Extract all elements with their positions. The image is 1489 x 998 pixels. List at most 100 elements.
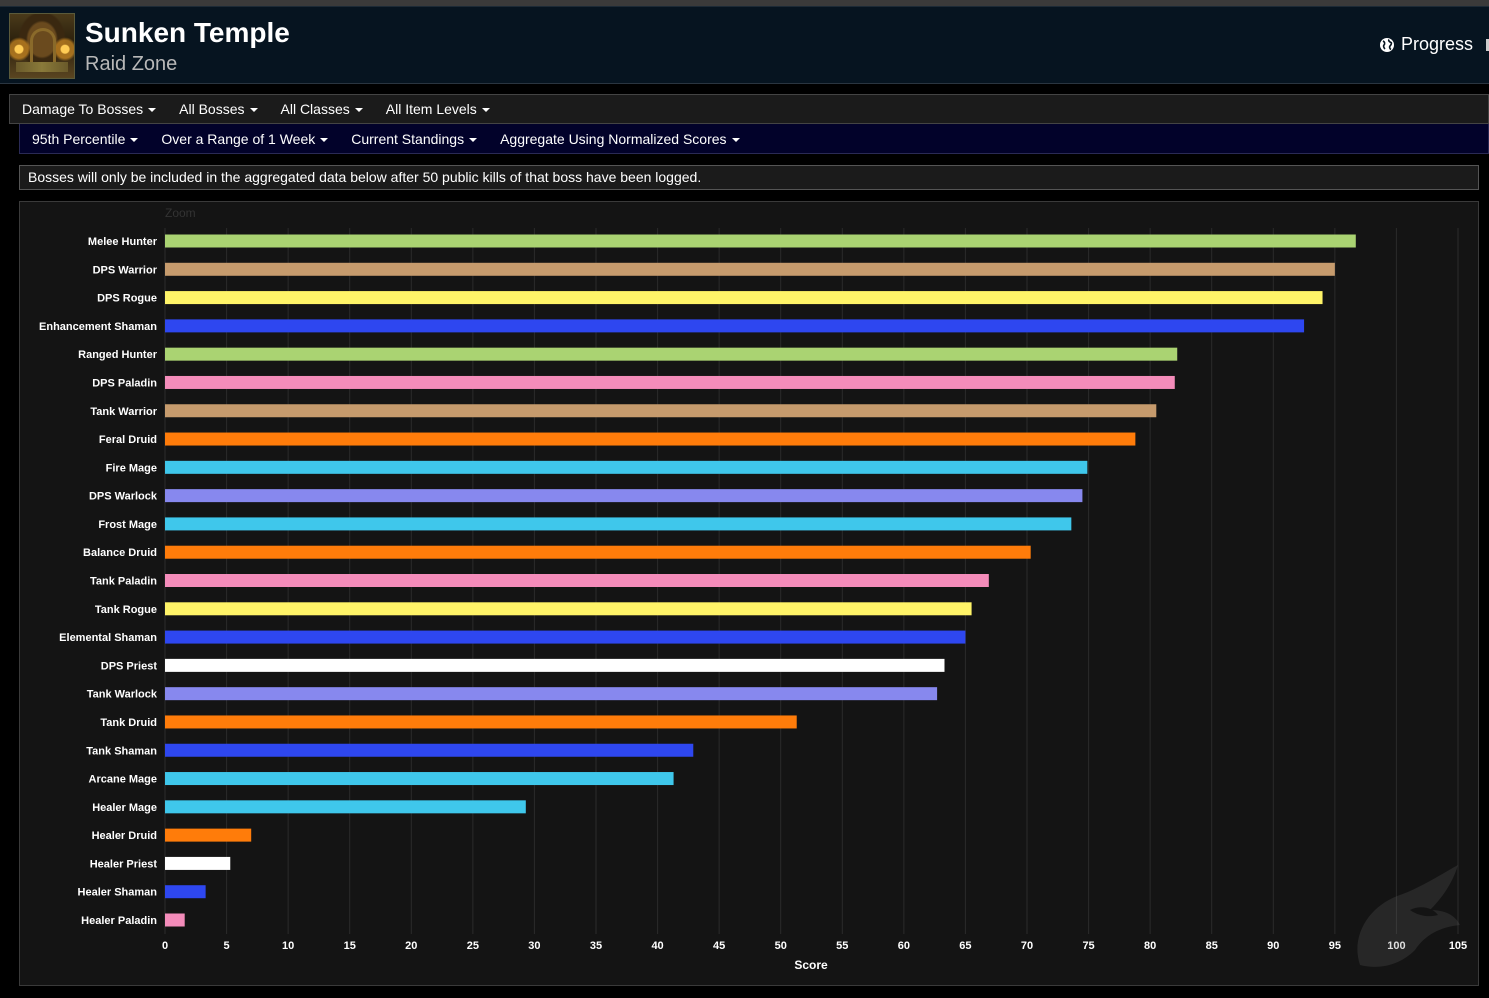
bar-enhancement-shaman[interactable] [165, 319, 1305, 333]
boss-dropdown[interactable]: All Bosses [171, 101, 265, 117]
top-strip [0, 0, 1489, 6]
zone-header: Sunken Temple Raid Zone Progress [0, 6, 1489, 84]
percentile-dropdown[interactable]: 95th Percentile [24, 131, 146, 147]
x-tick-label: 90 [1267, 940, 1279, 952]
item-level-dropdown[interactable]: All Item Levels [378, 101, 498, 117]
caret-down-icon [354, 108, 363, 112]
bar-ranged-hunter[interactable] [165, 347, 1178, 361]
bar-tank-paladin[interactable] [165, 574, 989, 587]
bar-elemental-shaman[interactable] [165, 630, 966, 644]
bar-healer-priest[interactable] [165, 856, 231, 870]
category-label: Arcane Mage [89, 774, 157, 786]
zone-image [9, 13, 75, 79]
aggregate-dropdown[interactable]: Aggregate Using Normalized Scores [492, 131, 747, 147]
x-tick-labels: 0 5 10 15 20 25 30 35 40 45 50 55 60 65 70 75 80 85 90 95 10… [162, 940, 1467, 952]
x-tick-label: 30 [528, 940, 540, 952]
x-tick-label: 80 [1144, 940, 1156, 952]
watermark-logo-icon [1357, 865, 1460, 967]
x-tick-label: 0 [162, 940, 168, 952]
category-label: Healer Paladin [81, 915, 157, 927]
bar-dps-warlock[interactable] [165, 489, 1083, 503]
category-label: Enhancement Shaman [39, 321, 157, 333]
x-tick-label: 55 [836, 940, 848, 952]
bar-dps-warrior[interactable] [165, 262, 1335, 276]
x-tick-label: 20 [405, 940, 417, 952]
bar-tank-shaman[interactable] [165, 743, 694, 757]
category-label: DPS Paladin [92, 377, 157, 389]
bar-frost-mage[interactable] [165, 517, 1072, 531]
category-label: Healer Mage [92, 802, 157, 814]
bar-dps-priest[interactable] [165, 658, 945, 672]
bar-healer-druid[interactable] [165, 828, 252, 842]
x-tick-label: 10 [282, 940, 294, 952]
bar-melee-hunter[interactable] [165, 234, 1356, 248]
bar-dps-paladin[interactable] [165, 375, 1175, 389]
category-label: Elemental Shaman [59, 632, 157, 644]
x-tick-label: 70 [1021, 940, 1033, 952]
bars [165, 234, 1356, 927]
category-label: Tank Rogue [95, 604, 157, 616]
category-label: Ranged Hunter [78, 349, 158, 361]
category-label: Healer Shaman [78, 887, 158, 899]
x-tick-label: 75 [1082, 940, 1094, 952]
progress-label: Progress [1400, 34, 1473, 54]
zone-title: Sunken Temple [85, 17, 290, 48]
bar-feral-druid[interactable] [165, 432, 1136, 446]
score-bar-chart[interactable]: Zoom Melee Hunter DPS Warrior DPS Rogue Enh… [20, 202, 1478, 985]
category-label: Balance Druid [83, 547, 157, 559]
category-label: Tank Shaman [86, 745, 157, 757]
edge-mark [1486, 39, 1489, 51]
metric-dropdown[interactable]: Damage To Bosses [14, 101, 164, 117]
x-tick-label: 40 [651, 940, 663, 952]
category-label: Feral Druid [99, 434, 157, 446]
caret-down-icon [731, 137, 740, 142]
bar-tank-druid[interactable] [165, 715, 797, 729]
class-dropdown[interactable]: All Classes [273, 101, 371, 117]
zoom-label[interactable]: Zoom [165, 206, 196, 220]
category-label: DPS Priest [101, 660, 158, 672]
zone-subtitle: Raid Zone [85, 53, 178, 75]
x-tick-label: 25 [467, 940, 479, 952]
category-label: Fire Mage [106, 462, 157, 474]
category-label: Healer Priest [90, 858, 158, 870]
x-tick-label: 105 [1449, 940, 1467, 952]
category-label: Tank Warrior [90, 406, 157, 418]
bar-arcane-mage[interactable] [165, 772, 674, 786]
progress-link[interactable]: Progress [1379, 34, 1473, 55]
standings-dropdown[interactable]: Current Standings [343, 131, 485, 147]
x-tick-label: 85 [1206, 940, 1218, 952]
globe-icon [1379, 37, 1394, 52]
caret-down-icon [148, 108, 157, 112]
bar-dps-rogue[interactable] [165, 291, 1323, 305]
category-label: Healer Druid [92, 830, 157, 842]
x-tick-label: 100 [1387, 940, 1405, 952]
bar-tank-warrior[interactable] [165, 404, 1157, 418]
category-label: DPS Warlock [89, 491, 158, 503]
x-tick-label: 95 [1329, 940, 1341, 952]
bar-healer-shaman[interactable] [165, 885, 206, 899]
x-tick-label: 15 [344, 940, 356, 952]
caret-down-icon [469, 137, 478, 142]
bar-healer-mage[interactable] [165, 800, 526, 814]
time-range-dropdown[interactable]: Over a Range of 1 Week [153, 131, 336, 147]
x-tick-label: 50 [775, 940, 787, 952]
bar-fire-mage[interactable] [165, 460, 1088, 474]
category-label: Melee Hunter [88, 236, 158, 248]
category-label: DPS Rogue [97, 293, 157, 305]
x-tick-label: 5 [224, 940, 230, 952]
x-tick-label: 35 [590, 940, 602, 952]
caret-down-icon [130, 137, 139, 142]
bar-balance-druid[interactable] [165, 545, 1031, 559]
caret-down-icon [249, 108, 258, 112]
category-label: Tank Paladin [90, 576, 157, 588]
filter-bar-primary: Damage To Bosses All Bosses All Classes … [9, 94, 1489, 124]
aggregation-notice: Bosses will only be included in the aggr… [19, 165, 1479, 190]
chart-panel: Zoom Melee Hunter DPS Warrior DPS Rogue Enh… [19, 201, 1479, 986]
x-tick-label: 45 [713, 940, 725, 952]
bar-healer-paladin[interactable] [165, 913, 185, 927]
bar-tank-rogue[interactable] [165, 602, 972, 616]
bar-tank-warlock[interactable] [165, 687, 938, 701]
x-axis-title: Score [794, 958, 828, 972]
filter-bar-secondary: 95th Percentile Over a Range of 1 Week C… [19, 124, 1489, 154]
category-label: Tank Warlock [87, 689, 158, 701]
